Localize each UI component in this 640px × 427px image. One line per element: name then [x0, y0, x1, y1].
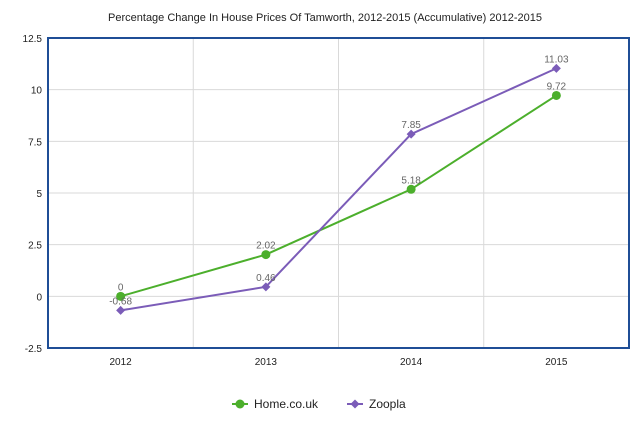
data-point [406, 129, 416, 139]
grid-lines [48, 37, 629, 349]
y-axis-ticks: 12.5 10 7.5 5 2.5 0 -2.5 [23, 34, 43, 355]
x-tick-label: 2013 [255, 357, 278, 368]
data-label: 7.85 [401, 120, 421, 131]
legend-label: Home.co.uk [254, 397, 319, 411]
series-line [120, 67, 557, 312]
series-line [120, 94, 557, 298]
data-label: -0.68 [109, 296, 132, 307]
y-tick-label: 12.5 [23, 34, 43, 45]
data-point [116, 305, 126, 315]
data-label: 5.18 [401, 175, 421, 186]
y-tick-label: 5 [36, 189, 42, 200]
legend-item: Zoopla [347, 397, 406, 411]
legend-item: Home.co.uk [232, 397, 319, 411]
x-tick-label: 2012 [110, 357, 133, 368]
y-tick-label: 10 [31, 86, 43, 97]
series-home-co-uk: 0 2.02 5.18 9.72 [116, 81, 567, 301]
x-tick-label: 2015 [545, 357, 568, 368]
y-tick-label: 7.5 [28, 137, 42, 148]
data-label: 2.02 [256, 241, 276, 252]
data-label: 11.03 [544, 54, 569, 65]
legend-marker [235, 399, 245, 409]
data-label: 0.46 [256, 273, 276, 284]
data-point [116, 291, 126, 301]
data-label: 9.72 [547, 81, 567, 92]
data-point [551, 90, 561, 100]
data-point [551, 63, 561, 73]
legend-label: Zoopla [369, 397, 406, 411]
legend: Home.co.uk Zoopla [232, 397, 406, 411]
data-point [261, 250, 271, 260]
data-point [406, 184, 416, 194]
x-tick-label: 2014 [400, 357, 423, 368]
data-label: 0 [118, 282, 124, 293]
legend-marker [350, 399, 360, 409]
series-zoopla: -0.68 0.46 7.85 11.03 [109, 54, 569, 315]
chart-title: Percentage Change In House Prices Of Tam… [108, 12, 542, 24]
plot-area-frame [47, 37, 630, 349]
data-point [261, 282, 271, 292]
series-group: 0 2.02 5.18 9.72 -0.68 0.46 7.85 11.03 [109, 54, 569, 315]
y-tick-label: 0 [36, 292, 42, 303]
y-tick-label: -2.5 [25, 344, 43, 355]
y-tick-label: 2.5 [28, 241, 42, 252]
x-axis-ticks: 2012 2013 2014 2015 [110, 357, 568, 368]
